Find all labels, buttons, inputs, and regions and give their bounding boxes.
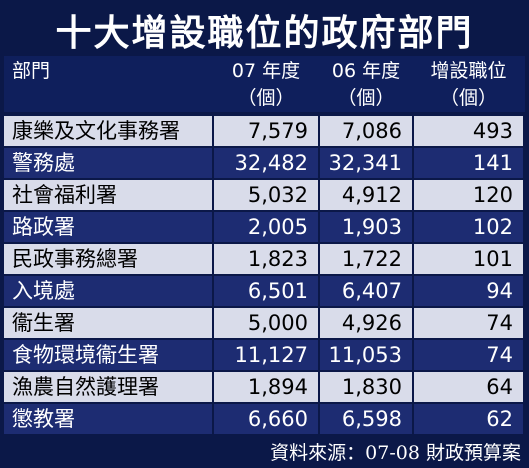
column-unit: （個）	[237, 87, 295, 109]
department-cell: 衞生署	[4, 308, 212, 338]
number-cell: 11,053	[320, 340, 412, 370]
number-cell: 6,501	[214, 276, 318, 306]
number-cell: 6,598	[320, 404, 412, 434]
number-cell: 1,823	[214, 244, 318, 274]
number-cell: 1,894	[214, 372, 318, 402]
number-cell: 102	[414, 212, 523, 242]
number-cell: 11,127	[214, 340, 318, 370]
department-cell: 食物環境衞生署	[4, 340, 212, 370]
number-cell: 7,579	[214, 116, 318, 146]
title: 十大增設職位的政府部門	[55, 13, 474, 54]
number-cell: 64	[414, 372, 523, 402]
department-cell: 康樂及文化事務署	[4, 116, 212, 146]
department-cell: 懲教署	[4, 404, 212, 434]
number-cell: 4,912	[320, 180, 412, 210]
column-header: 部門	[12, 60, 51, 82]
number-cell: 120	[414, 180, 523, 210]
column-header: 06 年度	[331, 60, 401, 82]
number-cell: 32,341	[320, 148, 412, 178]
number-cell: 4,926	[320, 308, 412, 338]
number-cell: 101	[414, 244, 523, 274]
number-cell: 6,660	[214, 404, 318, 434]
number-cell: 7,086	[320, 116, 412, 146]
number-cell: 32,482	[214, 148, 318, 178]
header-row	[4, 56, 525, 112]
number-cell: 62	[414, 404, 523, 434]
number-cell: 74	[414, 340, 523, 370]
number-cell: 1,903	[320, 212, 412, 242]
number-cell: 74	[414, 308, 523, 338]
number-cell: 1,830	[320, 372, 412, 402]
number-cell: 141	[414, 148, 523, 178]
column-unit: （個）	[337, 87, 395, 109]
number-cell: 5,000	[214, 308, 318, 338]
column-header: 增設職位	[430, 60, 507, 82]
column-unit: （個）	[439, 87, 497, 109]
number-cell: 94	[414, 276, 523, 306]
department-cell: 社會福利署	[4, 180, 212, 210]
department-cell: 民政事務總署	[4, 244, 212, 274]
number-cell: 2,005	[214, 212, 318, 242]
department-cell: 警務處	[4, 148, 212, 178]
number-cell: 1,722	[320, 244, 412, 274]
department-cell: 入境處	[4, 276, 212, 306]
number-cell: 6,407	[320, 276, 412, 306]
source-note: 資料來源：07-08 財政預算案	[270, 442, 521, 464]
department-cell: 漁農自然護理署	[4, 372, 212, 402]
number-cell: 5,032	[214, 180, 318, 210]
department-cell: 路政署	[4, 212, 212, 242]
column-header: 07 年度	[231, 60, 301, 82]
number-cell: 493	[414, 116, 523, 146]
